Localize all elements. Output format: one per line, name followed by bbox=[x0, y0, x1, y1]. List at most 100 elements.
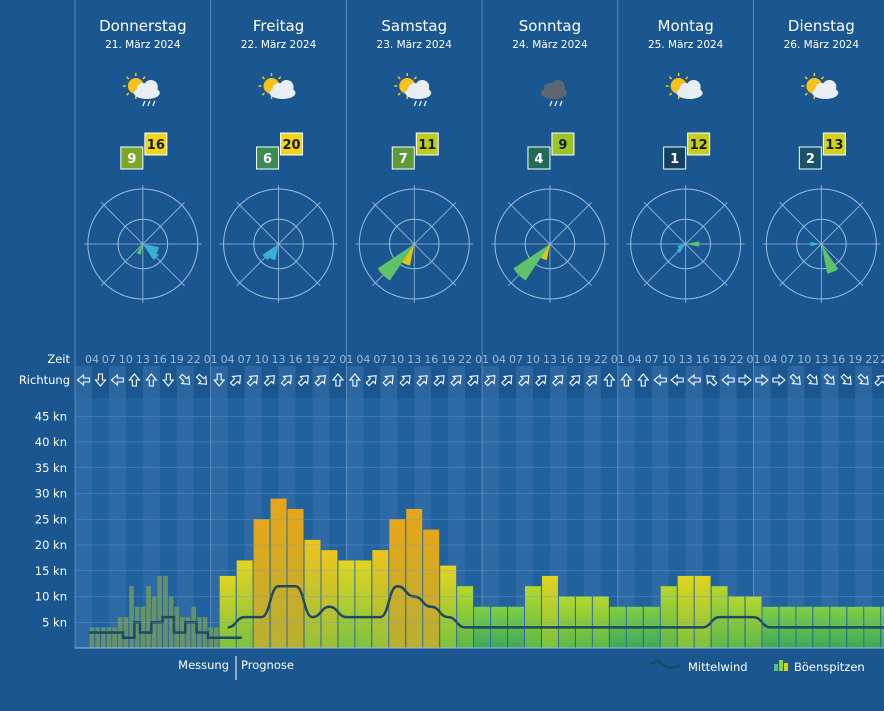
arrow-shape bbox=[433, 375, 445, 387]
hour-band bbox=[516, 366, 533, 648]
cloud-rain-icon bbox=[540, 80, 567, 107]
y-tick-label: 5 kn bbox=[42, 615, 67, 629]
wind-direction-arrow bbox=[637, 373, 650, 387]
mean-wind-value: 9 bbox=[127, 152, 136, 167]
wind-rose-sector bbox=[136, 244, 143, 255]
gust-badge: 11 bbox=[415, 132, 439, 156]
hour-tick-label: 22 bbox=[880, 353, 884, 366]
hour-tick-label: 04 bbox=[221, 353, 235, 366]
hour-tick-label: 19 bbox=[713, 353, 727, 366]
rain-drop bbox=[559, 100, 563, 107]
wind-rose-sector bbox=[810, 241, 822, 247]
hour-band bbox=[482, 366, 500, 648]
measurement-label: Messung bbox=[178, 658, 229, 672]
hour-tick-label: 16 bbox=[153, 353, 167, 366]
wind-direction-arrow bbox=[789, 373, 801, 385]
cloud bbox=[550, 80, 565, 94]
gust-value: 20 bbox=[283, 138, 301, 153]
gust-badge-box bbox=[551, 132, 575, 156]
wind-direction-arrow bbox=[706, 375, 718, 387]
measured-gust-bar bbox=[89, 627, 95, 648]
mean-wind-value: 2 bbox=[806, 152, 815, 167]
rain-drop bbox=[413, 100, 417, 107]
hour-tick-label: 19 bbox=[170, 353, 184, 366]
hour-tick-label: 07 bbox=[373, 353, 387, 366]
day-date: 24. März 2024 bbox=[512, 39, 588, 51]
wind-direction-arrow bbox=[603, 373, 616, 387]
gust-value: 16 bbox=[147, 138, 165, 153]
hour-band bbox=[617, 366, 635, 648]
hour-tick-label: 13 bbox=[679, 353, 693, 366]
hour-tick-label: 22 bbox=[458, 353, 472, 366]
mean-wind-value: 1 bbox=[670, 152, 679, 167]
arrow-shape bbox=[348, 373, 362, 387]
arrow-shape bbox=[484, 375, 496, 387]
measured-gust-bar bbox=[129, 586, 134, 648]
measured-gust-bar bbox=[112, 627, 117, 648]
arrow-shape bbox=[535, 375, 547, 387]
measured-gust-bar bbox=[185, 617, 191, 648]
legend-mean-label: Mittelwind bbox=[688, 660, 748, 674]
y-tick-label: 10 kn bbox=[35, 590, 67, 604]
day-name: Freitag bbox=[253, 17, 304, 35]
sun-cloud-icon bbox=[665, 73, 703, 99]
sun-ray bbox=[413, 76, 417, 80]
arrow-shape bbox=[823, 373, 835, 385]
gust-badge: 16 bbox=[144, 132, 168, 156]
wind-direction-arrow bbox=[755, 373, 769, 387]
wind-direction-arrow bbox=[535, 375, 547, 387]
arrow-shape bbox=[653, 373, 667, 387]
arrow-shape bbox=[76, 373, 91, 387]
rain-drop bbox=[418, 100, 422, 107]
day-name: Sonntag bbox=[519, 17, 581, 35]
measured-gust-bar bbox=[134, 606, 140, 648]
measured-gust-bar bbox=[163, 575, 168, 648]
wind-direction-arrow bbox=[484, 375, 496, 387]
rain-drop bbox=[423, 100, 427, 107]
gust-bar bbox=[406, 508, 423, 648]
hour-tick-label: 16 bbox=[289, 353, 303, 366]
wind-direction-arrow bbox=[178, 373, 191, 385]
time-row-label: Zeit bbox=[47, 352, 70, 366]
hour-tick-label: 22 bbox=[187, 353, 201, 366]
wind-direction-arrow bbox=[653, 373, 667, 387]
arrow-shape bbox=[365, 375, 377, 387]
mean-wind-badge: 2 bbox=[798, 146, 822, 170]
mean-wind-value: 6 bbox=[263, 152, 272, 167]
hour-band bbox=[855, 366, 873, 648]
hour-tick-label: 13 bbox=[543, 353, 557, 366]
gust-badge-box bbox=[687, 132, 711, 156]
hour-tick-label: 16 bbox=[831, 353, 845, 366]
wind-rose-sector bbox=[677, 244, 686, 249]
arrow-shape bbox=[518, 375, 530, 387]
wind-rose-sector bbox=[821, 244, 839, 274]
wind-rose-sector bbox=[540, 244, 550, 261]
arrow-shape bbox=[721, 373, 735, 387]
hour-tick-label: 07 bbox=[509, 353, 523, 366]
gust-bar bbox=[660, 586, 677, 648]
arrow-shape bbox=[110, 373, 124, 387]
hour-tick-label: 13 bbox=[407, 353, 421, 366]
mean-wind-badge-box bbox=[391, 146, 415, 170]
y-tick-label: 45 kn bbox=[35, 409, 67, 423]
gust-bar bbox=[236, 560, 253, 648]
wind-direction-arrow bbox=[772, 373, 786, 387]
hour-tick-label: 01 bbox=[475, 353, 489, 366]
wind-rose-sector bbox=[676, 244, 686, 254]
gust-bar bbox=[423, 529, 440, 648]
mean-wind-badge-box bbox=[256, 146, 280, 170]
wind-direction-arrow bbox=[382, 375, 394, 387]
hour-tick-label: 16 bbox=[424, 353, 438, 366]
sun-ray bbox=[261, 92, 266, 96]
wind-direction-arrow bbox=[229, 375, 241, 387]
hour-band bbox=[821, 366, 839, 648]
mean-wind-badge: 9 bbox=[120, 146, 144, 170]
mean-wind-badge-box bbox=[798, 146, 822, 170]
y-tick-label: 20 kn bbox=[35, 538, 67, 552]
arrow-shape bbox=[416, 375, 428, 387]
hour-tick-label: 16 bbox=[560, 353, 574, 366]
cloud bbox=[415, 80, 430, 94]
gust-bar bbox=[304, 539, 321, 648]
hour-tick-label: 07 bbox=[102, 353, 116, 366]
hour-tick-label: 13 bbox=[272, 353, 286, 366]
